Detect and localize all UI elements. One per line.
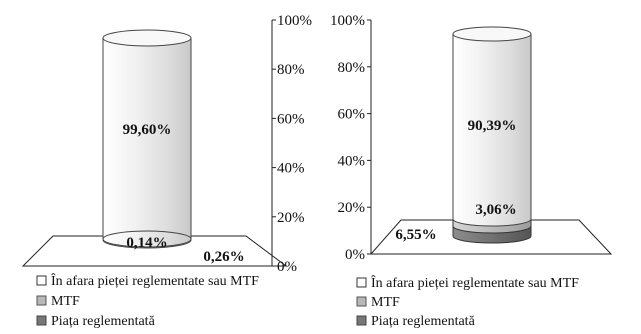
chart-right-legend-regulated: Piața reglementată [371,314,476,329]
chart-left-bar-outside-market [102,37,192,249]
chart-right-label-mtf: 3,06% [475,202,516,218]
chart-right-label-regulated: 6,55% [395,227,436,243]
chart-right-tick-label: 20% [338,200,366,216]
chart-right-legend-outside: În afara pieței reglementate sau MTF [371,274,579,291]
chart-left-label-mtf: 0,14% [126,235,167,251]
chart-right-legend-swatch-outside [356,277,367,288]
chart-right-legend: În afara pieței reglementate sau MTF MTF… [356,274,579,329]
chart-right-tick-label: 100% [330,13,365,29]
chart-left-legend-swatch-mtf [36,295,47,306]
chart-left-legend-swatch-regulated [36,315,47,326]
chart-left-legend-outside: În afara pieței reglementate sau MTF [51,272,259,289]
chart-left-tick-label: 100% [277,13,312,29]
chart-right-bar-top [452,26,532,42]
chart-right-legend-mtf: MTF [371,295,400,310]
chart-left-legend-mtf: MTF [51,294,80,309]
chart-right-bar-outside-market [452,33,532,227]
chart-left-bar-top [102,29,192,47]
chart-left-legend-swatch-outside [36,275,47,286]
chart-left-tick-label: 80% [277,62,305,78]
chart-left-legend: În afara pieței reglementate sau MTF MTF… [36,272,259,329]
chart-left-label-outside: 99,60% [123,122,172,138]
chart-right-tick-label: 80% [338,60,366,76]
chart-right-legend-swatch-mtf [356,296,367,307]
chart-right-tick-label: 0% [345,247,365,263]
chart-left-tick-label: 20% [277,210,305,226]
chart-left-tick-label: 60% [277,111,305,127]
chart-left: 0% 20% 40% 60% 80% 100% 99,60% 0,14% 0,26% În… [21,13,312,329]
chart-left-tick-label: 40% [277,161,305,177]
chart-right: 0% 20% 40% 60% 80% 100% 90,39% 3,06% 6,55% În… [330,13,613,329]
chart-left-bar-mtf-ring [102,230,192,248]
chart-right-tick-label: 40% [338,153,366,169]
chart-right-tick-label: 60% [338,107,366,123]
chart-right-label-outside: 90,39% [468,118,517,134]
chart-left-legend-regulated: Piața reglementată [51,314,156,329]
chart-left-label-regulated: 0,26% [203,249,244,265]
chart-left-tick-label: 0% [277,259,297,275]
chart-right-legend-swatch-regulated [356,315,367,326]
